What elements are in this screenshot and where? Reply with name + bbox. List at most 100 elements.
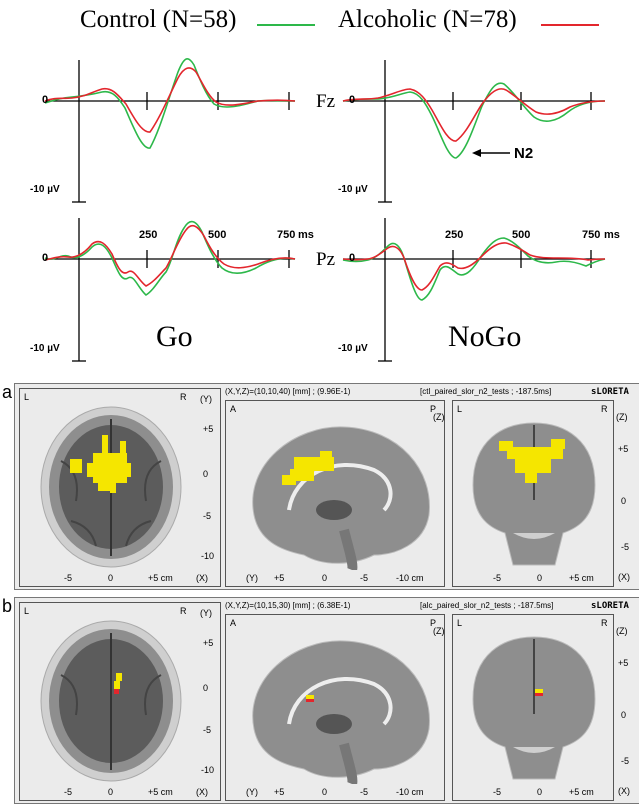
pz-go-control-wave	[44, 220, 296, 296]
axial-ytick: +5	[203, 424, 214, 434]
row-a-axial-panel: L R (Y) +5 0 -5 -10 -5 0 +5 cm (X)	[19, 388, 221, 587]
coronal-xaxis-label: (X)	[618, 572, 630, 582]
coronal-axis-label: (Z)	[616, 412, 628, 422]
go-tick-500: 500	[208, 229, 227, 241]
coronal-xtick: 0	[537, 573, 543, 583]
fz-go-control-wave	[44, 58, 296, 149]
sagittal-xtick: 0	[322, 573, 328, 583]
sagittal-left-label: A	[230, 404, 237, 414]
axial-right-label: R	[180, 606, 187, 616]
sagittal-xtick: -10 cm	[396, 787, 424, 797]
axial-ytick: 0	[203, 683, 209, 693]
axial-xtick: 0	[108, 573, 114, 583]
coronal-ytick: +5	[618, 658, 629, 668]
coronal-axis-label: (Z)	[616, 626, 628, 636]
axial-xtick: 0	[108, 787, 114, 797]
axial-axis-label: (Y)	[200, 608, 212, 618]
axial-xtick: +5 cm	[148, 787, 173, 797]
coronal-xtick: -5	[493, 787, 502, 797]
row-b-axial-brain	[40, 620, 182, 782]
sagittal-right-label: P	[430, 618, 437, 628]
fz-nogo-alcoholic-wave	[342, 88, 606, 142]
legend-alcoholic-label: Alcoholic (N=78)	[338, 6, 517, 33]
fz-nogo-zero-label: 0	[349, 94, 356, 106]
fz-go-zero-label: 0	[42, 94, 49, 106]
axial-ytick: -10	[201, 765, 215, 775]
go-tick-750: 750	[277, 229, 296, 241]
sagittal-axis-label: (Z)	[433, 626, 445, 636]
condition-label-go: Go	[156, 320, 193, 353]
legend-control-label: Control (N=58)	[80, 6, 237, 33]
coronal-xtick: -5	[493, 573, 502, 583]
channel-label-pz: Pz	[316, 249, 335, 270]
sagittal-xtick: 0	[322, 787, 328, 797]
row-b-coords: (X,Y,Z)=(10,15,30) [mm] ; (6.38E-1)	[225, 601, 351, 610]
row-a-sagittal-panel: A P (Y) +5 0 -5 -10 cm	[225, 400, 445, 587]
coronal-right-label: R	[601, 404, 608, 414]
row-a-coronal-panel: L R -5 0 +5 cm	[452, 400, 614, 587]
coronal-right-label: R	[601, 618, 608, 628]
condition-label-nogo: NoGo	[448, 320, 522, 353]
fz-nogo-control-wave	[342, 82, 606, 159]
n2-label: N2	[514, 145, 534, 162]
axial-ytick: -10	[201, 551, 215, 561]
sagittal-xaxis-label: (Y)	[246, 573, 258, 583]
row-b-method: sLORETA	[591, 601, 629, 611]
coronal-xtick: 0	[537, 787, 543, 797]
row-b-axial-panel: L R (Y) +5 0 -5 -10 -5 0 +5 cm (X)	[19, 602, 221, 801]
erp-waveform-figure	[44, 58, 606, 362]
row-a-coords: (X,Y,Z)=(10,10,40) [mm] ; (9.96E-1)	[225, 387, 351, 396]
row-label-b: b	[2, 596, 13, 616]
axial-xaxis-label: (X)	[196, 573, 208, 583]
pz-go-amplitude-label: -10 µV	[30, 343, 60, 354]
coronal-xaxis-label: (X)	[618, 786, 630, 796]
brain-row-a: (X,Y,Z)=(10,10,40) [mm] ; (9.96E-1) [ctl…	[14, 383, 639, 590]
pz-nogo-zero-label: 0	[349, 252, 356, 264]
fz-go-alcoholic-wave	[44, 67, 296, 133]
axial-xtick: -5	[64, 573, 73, 583]
sagittal-right-label: P	[430, 404, 437, 414]
row-label-a: a	[2, 382, 13, 402]
nogo-tick-500: 500	[512, 229, 531, 241]
row-a-axial-brain	[40, 406, 182, 568]
row-b-coronal-brain	[472, 636, 596, 780]
n2-arrow	[472, 149, 510, 157]
sagittal-xtick: -5	[360, 787, 369, 797]
sagittal-xtick: +5	[274, 787, 285, 797]
row-a-method: sLORETA	[591, 387, 629, 397]
axial-left-label: L	[24, 606, 30, 616]
row-a-test: [ctl_paired_slor_n2_tests ; -187.5ms]	[420, 387, 552, 396]
coronal-ytick: 0	[621, 496, 627, 506]
coronal-left-label: L	[457, 404, 463, 414]
fz-go-amplitude-label: -10 µV	[30, 184, 60, 195]
axial-xtick: +5 cm	[148, 573, 173, 583]
axial-axis-label: (Y)	[200, 394, 212, 404]
axial-ytick: +5	[203, 638, 214, 648]
axial-right-label: R	[180, 392, 187, 402]
coronal-ytick: -5	[621, 756, 630, 766]
sagittal-left-label: A	[230, 618, 237, 628]
row-b-coronal-panel: L R -5 0 +5 cm	[452, 614, 614, 801]
axial-left-label: L	[24, 392, 30, 402]
axial-ytick: -5	[203, 725, 212, 735]
sagittal-xaxis-label: (Y)	[246, 787, 258, 797]
sagittal-axis-label: (Z)	[433, 412, 445, 422]
go-tick-250: 250	[139, 229, 158, 241]
pz-go-alcoholic-wave	[44, 224, 296, 287]
row-a-sagittal-brain	[252, 426, 430, 570]
legend-control-line	[257, 24, 315, 26]
channel-label-fz: Fz	[316, 91, 335, 112]
coronal-ytick: +5	[618, 444, 629, 454]
nogo-tick-unit: ms	[604, 229, 620, 241]
row-a-coronal-brain	[472, 422, 596, 566]
sagittal-xtick: +5	[274, 573, 285, 583]
coronal-left-label: L	[457, 618, 463, 628]
pz-go-zero-label: 0	[42, 252, 49, 264]
axial-xaxis-label: (X)	[196, 787, 208, 797]
row-b-test: [alc_paired_slor_n2_tests ; -187.5ms]	[420, 601, 554, 610]
nogo-tick-250: 250	[445, 229, 464, 241]
coronal-xtick: +5 cm	[569, 573, 594, 583]
brain-row-b: (X,Y,Z)=(10,15,30) [mm] ; (6.38E-1) [alc…	[14, 597, 639, 804]
nogo-tick-750: 750	[582, 229, 601, 241]
go-tick-unit: ms	[298, 229, 314, 241]
